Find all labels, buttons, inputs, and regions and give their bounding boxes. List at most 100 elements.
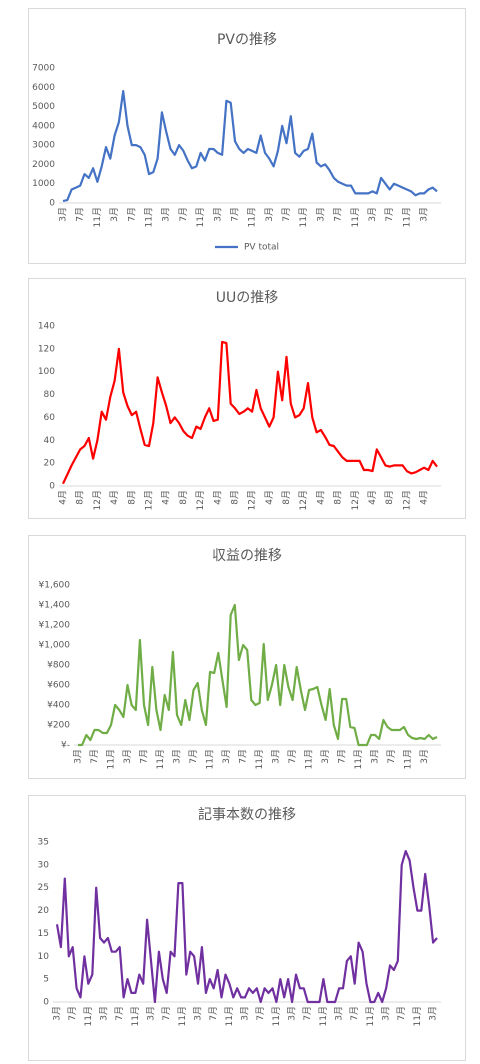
x-tick-label: 3月 [419,749,430,764]
y-tick-label: 4000 [32,121,55,131]
y-tick-label: 0 [49,482,55,492]
x-tick-label: 8月 [178,490,189,505]
x-tick-label: 11月 [403,749,414,769]
x-tick-label: 3月 [58,207,69,222]
x-tick-label: 3月 [264,207,275,222]
y-tick-label: 5000 [32,102,55,112]
x-tick-label: 11月 [247,207,258,227]
x-tick-label: 4月 [264,490,275,505]
x-tick-label: 11月 [353,749,364,769]
x-tick-label: 4月 [212,490,223,505]
x-tick-label: 3月 [161,207,172,222]
x-tick-label: 7月 [188,749,199,764]
chart-frame [28,795,466,1061]
x-tick-label: 12月 [195,490,206,510]
x-tick-label: 7月 [349,1006,360,1021]
chart-frame [28,8,466,264]
x-tick-label: 3月 [271,749,282,764]
x-tick-label: 7月 [229,207,240,222]
y-tick-label: 10 [38,952,50,962]
x-tick-label: 8月 [281,490,292,505]
x-tick-label: 11月 [350,207,361,227]
x-tick-label: 3月 [419,207,430,222]
x-tick-label: 12月 [143,490,154,510]
data-line [62,90,438,203]
x-tick-label: 8月 [126,490,137,505]
y-tick-label: 0 [43,998,49,1008]
x-tick-label: 8月 [384,490,395,505]
chart-title: 記事本数の推移 [198,806,296,823]
y-tick-label: ¥200 [47,721,70,731]
chart-frame [28,278,466,519]
y-tick-label: 35 [38,838,49,848]
data-line [55,850,438,1004]
x-tick-label: 7月 [287,749,298,764]
x-tick-label: 11月 [92,207,103,227]
x-tick-label: 7月 [126,207,137,222]
x-tick-label: 7月 [75,207,86,222]
y-tick-label: 100 [38,367,55,377]
x-tick-label: 11月 [401,207,412,227]
x-tick-label: 12月 [401,490,412,510]
y-tick-label: 6000 [32,83,55,93]
x-tick-label: 3月 [320,749,331,764]
x-tick-label: 11月 [106,749,117,769]
x-tick-label: 11月 [130,1006,141,1026]
x-tick-label: 3月 [193,1006,204,1021]
y-tick-label: 40 [44,436,56,446]
y-tick-label: 5 [43,975,49,985]
y-tick-label: 60 [44,413,56,423]
x-tick-label: 7月 [333,207,344,222]
x-tick-label: 3月 [52,1006,63,1021]
x-tick-label: 7月 [178,207,189,222]
x-tick-label: 7月 [139,749,150,764]
y-tick-label: 20 [44,459,56,469]
x-tick-label: 3月 [370,749,381,764]
x-tick-label: 11月 [224,1006,235,1026]
x-tick-label: 4月 [161,490,172,505]
x-tick-label: 11月 [254,749,265,769]
y-tick-label: 15 [38,929,49,939]
x-tick-label: 11月 [143,207,154,227]
x-tick-label: 3月 [212,207,223,222]
y-tick-label: ¥800 [47,661,70,671]
x-tick-label: 7月 [386,749,397,764]
x-tick-label: 3月 [146,1006,157,1021]
x-tick-label: 3月 [315,207,326,222]
x-tick-label: 11月 [318,1006,329,1026]
x-tick-label: 7月 [302,1006,313,1021]
chart-title: 収益の推移 [212,548,282,564]
y-tick-label: 120 [38,344,55,354]
x-tick-label: 7月 [67,1006,78,1021]
x-tick-label: 11月 [155,749,166,769]
y-tick-label: 20 [38,906,50,916]
y-tick-label: 7000 [32,64,55,74]
x-tick-label: 4月 [419,490,430,505]
x-tick-label: 4月 [58,490,69,505]
x-tick-label: 11月 [271,1006,282,1026]
x-tick-label: 3月 [109,207,120,222]
x-tick-label: 11月 [177,1006,188,1026]
x-tick-label: 3月 [287,1006,298,1021]
x-tick-label: 7月 [89,749,100,764]
x-tick-label: 3月 [240,1006,251,1021]
x-tick-label: 3月 [381,1006,392,1021]
y-tick-label: ¥- [61,741,70,751]
x-tick-label: 4月 [109,490,120,505]
x-tick-label: 7月 [161,1006,172,1021]
x-tick-label: 11月 [412,1006,423,1026]
y-tick-label: 0 [49,199,55,209]
chart-title: PVの推移 [217,32,277,48]
x-tick-label: 3月 [428,1006,439,1021]
x-tick-label: 8月 [229,490,240,505]
x-tick-label: 7月 [208,1006,219,1021]
x-tick-label: 8月 [333,490,344,505]
y-tick-label: ¥600 [47,681,70,691]
x-tick-label: 11月 [365,1006,376,1026]
y-tick-label: ¥1,200 [39,621,71,631]
x-tick-label: 11月 [304,749,315,769]
x-tick-label: 3月 [172,749,183,764]
x-tick-label: 12月 [350,490,361,510]
